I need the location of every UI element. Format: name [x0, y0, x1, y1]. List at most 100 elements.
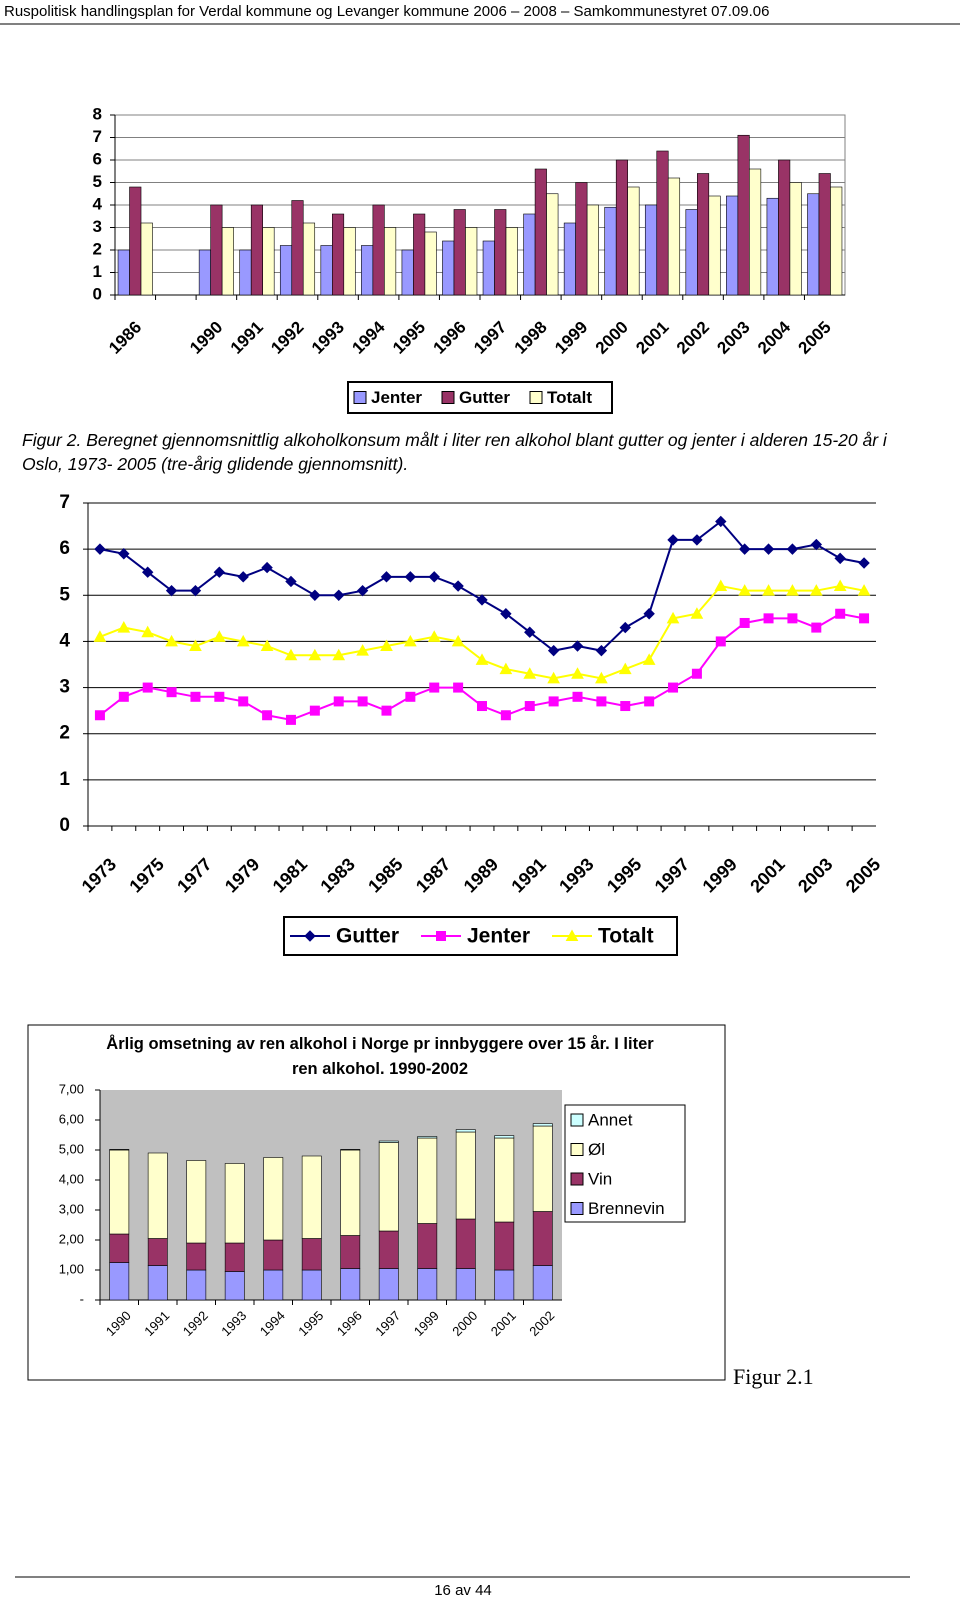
- bar-segment: [263, 1239, 284, 1271]
- bar-segment: [109, 1262, 130, 1301]
- y-tick-label: 7,00: [59, 1081, 84, 1096]
- point: [667, 534, 679, 546]
- point: [691, 534, 703, 546]
- point: [809, 584, 823, 596]
- figure-caption: Figur 2. Beregnet gjennomsnittlig alkoho…: [22, 430, 887, 474]
- figure-label: Figur 2.1: [733, 1364, 814, 1389]
- point: [715, 515, 727, 528]
- x-tick-label: 1985: [364, 854, 406, 896]
- bar: [482, 240, 495, 296]
- point: [429, 682, 440, 693]
- x-tick-label: 1997: [470, 318, 510, 358]
- bar-segment: [455, 1129, 476, 1133]
- point: [214, 691, 225, 702]
- point: [380, 639, 393, 652]
- bar: [239, 249, 252, 296]
- x-tick-label: 1986: [105, 318, 145, 358]
- y-tick-label: 4: [93, 194, 103, 213]
- point: [738, 543, 751, 555]
- bar: [818, 173, 831, 296]
- y-tick-label: 6,00: [59, 1111, 84, 1126]
- point: [762, 584, 775, 596]
- y-tick-label: 4: [59, 630, 70, 651]
- bar: [384, 227, 397, 296]
- bar: [737, 134, 750, 296]
- bar: [546, 193, 559, 296]
- bar: [523, 213, 536, 296]
- bar-segment: [147, 1238, 168, 1266]
- y-tick-label: 3: [59, 677, 70, 698]
- legend-box: [564, 1104, 686, 1223]
- bar: [807, 193, 820, 296]
- point: [762, 543, 775, 555]
- bar: [505, 227, 518, 296]
- bar-segment: [378, 1268, 399, 1301]
- y-tick-label: 3,00: [59, 1201, 84, 1216]
- point: [547, 644, 560, 657]
- point: [739, 617, 750, 628]
- point: [165, 634, 178, 647]
- bar-segment: [378, 1230, 399, 1269]
- point: [524, 701, 535, 712]
- point: [691, 668, 702, 679]
- x-tick-label: 1995: [603, 854, 645, 896]
- point: [284, 648, 298, 661]
- bar-segment: [301, 1269, 322, 1301]
- bar: [302, 222, 316, 296]
- header: Ruspolitisk handlingsplan for Verdal kom…: [4, 3, 769, 20]
- bar-segment: [224, 1242, 245, 1272]
- point: [237, 571, 249, 583]
- point: [858, 557, 870, 569]
- bar-segment: [532, 1125, 553, 1212]
- bar-segment: [378, 1142, 399, 1232]
- point: [285, 714, 296, 725]
- point: [333, 589, 345, 601]
- bar: [291, 200, 304, 296]
- y-tick-label: 6: [59, 538, 70, 559]
- x-tick-label: 1992: [267, 318, 307, 358]
- bar: [442, 240, 455, 296]
- y-tick-label: 3: [93, 217, 102, 236]
- y-tick-label: 1,00: [59, 1261, 84, 1276]
- bar: [575, 182, 588, 296]
- x-tick-label: 2005: [842, 854, 884, 896]
- y-tick-label: 6: [93, 149, 102, 168]
- y-tick-label: 0: [59, 815, 70, 836]
- bar-segment: [186, 1160, 207, 1244]
- y-tick-label: 1: [59, 769, 70, 790]
- point: [763, 613, 774, 624]
- point: [452, 580, 464, 592]
- point: [189, 584, 202, 597]
- x-tick-label: 1997: [651, 854, 693, 896]
- point: [333, 696, 344, 707]
- bar-segment: [147, 1152, 168, 1239]
- bar: [534, 168, 547, 296]
- bar-segment: [340, 1149, 361, 1236]
- bar: [778, 159, 791, 296]
- bar-segment: [109, 1233, 130, 1263]
- bar: [332, 213, 345, 296]
- x-tick-label: 1993: [308, 318, 348, 358]
- bar: [494, 209, 507, 296]
- point: [308, 648, 322, 661]
- bar-segment: [494, 1221, 515, 1271]
- x-tick-label: 1983: [316, 854, 358, 896]
- point: [141, 566, 154, 578]
- legend-label: Vin: [588, 1169, 612, 1188]
- bar-segment: [340, 1235, 361, 1269]
- point: [380, 571, 393, 583]
- legend-box: [283, 916, 678, 956]
- bar: [320, 245, 333, 296]
- point: [571, 640, 584, 652]
- point: [190, 691, 201, 702]
- x-tick-label: 2003: [713, 318, 753, 358]
- legend-box: [347, 381, 613, 414]
- y-tick-label: 2: [59, 723, 70, 744]
- point: [500, 608, 512, 620]
- point: [738, 584, 752, 596]
- bar: [210, 204, 223, 296]
- point: [427, 630, 441, 642]
- point: [644, 696, 655, 707]
- legend-label: Brennevin: [588, 1199, 665, 1218]
